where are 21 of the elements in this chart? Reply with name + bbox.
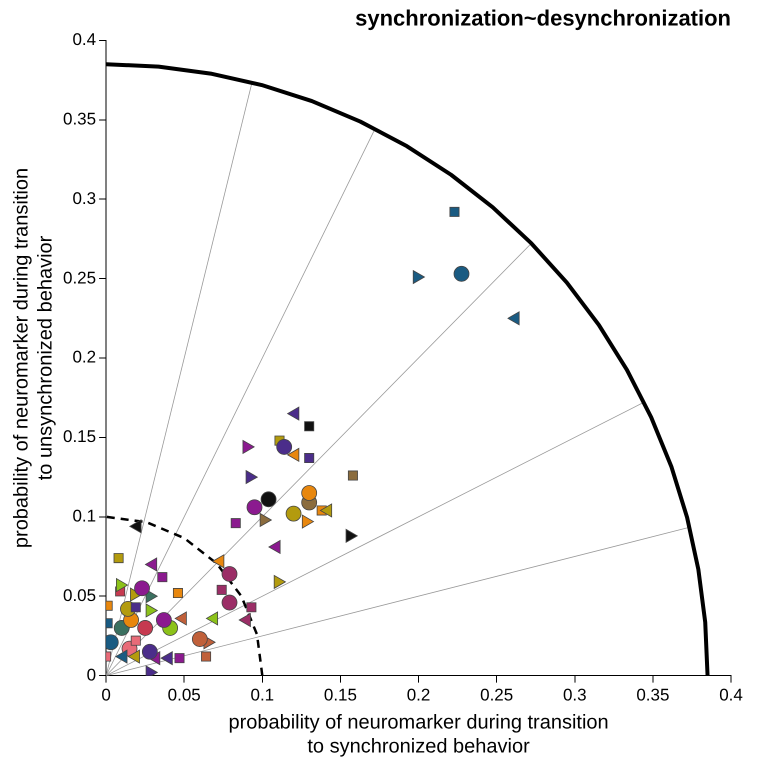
y-tick-label: 0.4: [72, 30, 96, 50]
y-tick-label: 0.25: [62, 268, 96, 288]
x-tick-label: 0.4: [719, 685, 743, 704]
y-tick-label: 0.15: [62, 427, 96, 446]
x-tick-label: 0.2: [406, 685, 430, 704]
x-tick-label: 0: [101, 685, 111, 704]
chart-title: synchronization~desynchronization: [355, 5, 731, 30]
x-tick-label: 0.05: [168, 685, 201, 704]
x-tick-label: 0.25: [480, 685, 514, 704]
x-tick-label: 0.1: [250, 685, 274, 704]
x-tick-label: 0.3: [562, 685, 587, 704]
y-tick-label: 0.35: [62, 109, 96, 128]
x-axis-title: probability of neuromarker during transition to synchronized behavior: [228, 712, 609, 758]
y-tick-label: 0.2: [72, 348, 96, 367]
x-tick-label: 0.15: [324, 685, 357, 704]
y-tick-label: 0.1: [72, 506, 96, 526]
x-tick-label: 0.35: [636, 685, 670, 704]
y-tick-label: 0.05: [62, 586, 96, 605]
y-tick-label: 0: [86, 665, 96, 684]
y-axis-title: probability of neuromarker during transition to unsynchronized behavior: [10, 168, 57, 548]
y-tick-label: 0.3: [72, 188, 96, 208]
